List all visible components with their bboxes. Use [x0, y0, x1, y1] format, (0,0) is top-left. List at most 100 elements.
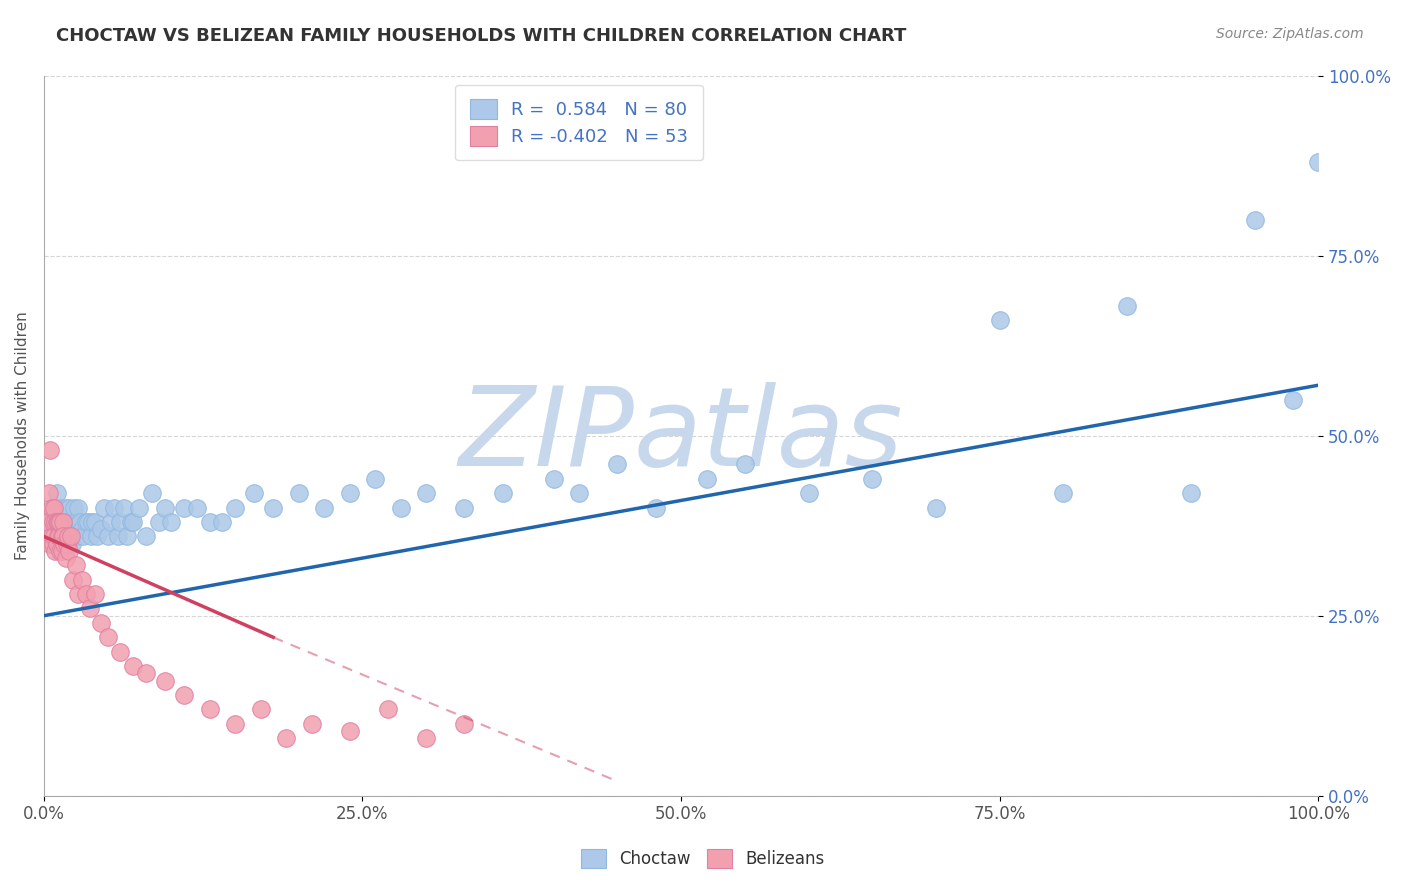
Text: ZIPatlas: ZIPatlas: [458, 382, 903, 489]
Point: [120, 515, 142, 529]
Point: [1116, 299, 1139, 313]
Point: [80, 529, 103, 543]
Point: [72, 529, 94, 543]
Point: [453, 500, 475, 515]
Point: [55, 551, 77, 566]
Point: [1308, 155, 1330, 169]
Point: [60, 537, 83, 551]
Point: [274, 731, 297, 746]
Point: [58, 500, 80, 515]
Point: [860, 472, 883, 486]
Point: [988, 313, 1011, 327]
Point: [173, 688, 195, 702]
Point: [48, 515, 70, 529]
Point: [49, 500, 72, 515]
Point: [42, 537, 65, 551]
Point: [39, 537, 62, 551]
Point: [287, 486, 309, 500]
Legend: Choctaw, Belizeans: Choctaw, Belizeans: [574, 843, 832, 875]
Point: [925, 500, 948, 515]
Point: [93, 500, 115, 515]
Point: [44, 515, 66, 529]
Point: [644, 500, 666, 515]
Point: [492, 486, 515, 500]
Point: [51, 544, 73, 558]
Point: [86, 529, 108, 543]
Point: [110, 645, 132, 659]
Point: [59, 515, 82, 529]
Point: [45, 486, 67, 500]
Point: [83, 515, 105, 529]
Point: [186, 500, 208, 515]
Point: [82, 515, 104, 529]
Point: [59, 529, 82, 543]
Point: [65, 515, 87, 529]
Point: [83, 587, 105, 601]
Point: [41, 529, 63, 543]
Point: [243, 486, 266, 500]
Point: [135, 666, 157, 681]
Point: [46, 529, 69, 543]
Point: [65, 558, 87, 573]
Point: [696, 472, 718, 486]
Text: CHOCTAW VS BELIZEAN FAMILY HOUSEHOLDS WITH CHILDREN CORRELATION CHART: CHOCTAW VS BELIZEAN FAMILY HOUSEHOLDS WI…: [56, 27, 907, 45]
Point: [69, 515, 91, 529]
Point: [52, 529, 75, 543]
Point: [198, 515, 221, 529]
Point: [62, 573, 84, 587]
Point: [58, 544, 80, 558]
Point: [128, 500, 150, 515]
Point: [153, 500, 176, 515]
Point: [44, 544, 66, 558]
Point: [67, 500, 90, 515]
Point: [173, 500, 195, 515]
Point: [1052, 486, 1074, 500]
Point: [52, 537, 75, 551]
Point: [51, 529, 73, 543]
Point: [41, 500, 63, 515]
Point: [52, 515, 75, 529]
Point: [262, 500, 284, 515]
Point: [42, 500, 65, 515]
Point: [107, 529, 129, 543]
Point: [49, 544, 72, 558]
Point: [53, 537, 76, 551]
Point: [115, 529, 138, 543]
Point: [48, 529, 70, 543]
Point: [49, 515, 72, 529]
Point: [42, 537, 65, 551]
Point: [70, 522, 93, 536]
Point: [160, 515, 183, 529]
Point: [122, 659, 145, 673]
Point: [38, 486, 60, 500]
Point: [797, 486, 820, 500]
Point: [77, 515, 100, 529]
Point: [415, 731, 437, 746]
Point: [110, 515, 132, 529]
Point: [224, 716, 246, 731]
Point: [63, 500, 86, 515]
Point: [249, 702, 271, 716]
Point: [45, 515, 67, 529]
Point: [543, 472, 565, 486]
Point: [56, 537, 79, 551]
Point: [135, 529, 157, 543]
Point: [568, 486, 591, 500]
Point: [148, 515, 170, 529]
Point: [211, 515, 233, 529]
Point: [103, 500, 125, 515]
Point: [112, 500, 135, 515]
Point: [141, 486, 163, 500]
Point: [58, 529, 80, 543]
Point: [734, 458, 756, 472]
Point: [52, 515, 75, 529]
Point: [79, 601, 101, 615]
Point: [66, 529, 89, 543]
Point: [56, 529, 79, 543]
Point: [62, 529, 84, 543]
Point: [90, 615, 112, 630]
Point: [453, 716, 475, 731]
Point: [100, 515, 122, 529]
Point: [314, 500, 336, 515]
Point: [45, 515, 67, 529]
